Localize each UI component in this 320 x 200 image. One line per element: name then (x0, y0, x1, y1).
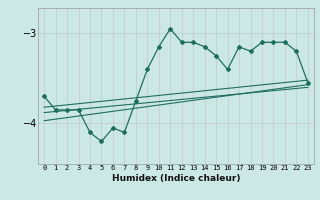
X-axis label: Humidex (Indice chaleur): Humidex (Indice chaleur) (112, 174, 240, 183)
